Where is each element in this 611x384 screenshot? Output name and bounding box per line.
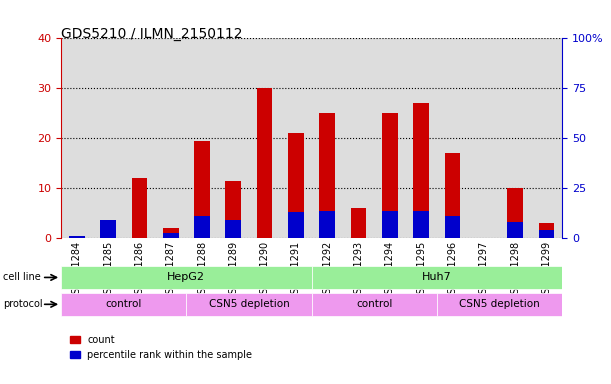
Bar — [100, 220, 116, 238]
Bar — [382, 113, 398, 238]
Bar — [320, 211, 335, 238]
Bar — [69, 236, 84, 238]
Text: control: control — [356, 299, 392, 310]
Bar — [225, 180, 241, 238]
Bar — [414, 211, 429, 238]
Bar — [257, 88, 273, 238]
Bar — [194, 216, 210, 238]
Bar — [131, 178, 147, 238]
Text: Huh7: Huh7 — [422, 272, 452, 283]
Bar — [163, 228, 178, 238]
FancyBboxPatch shape — [61, 266, 312, 289]
Text: protocol: protocol — [3, 299, 43, 310]
Bar — [382, 211, 398, 238]
Text: HepG2: HepG2 — [167, 272, 205, 283]
FancyBboxPatch shape — [61, 293, 186, 316]
Bar — [69, 235, 84, 238]
Text: CSN5 depletion: CSN5 depletion — [208, 299, 290, 310]
Bar — [194, 141, 210, 238]
Bar — [507, 188, 523, 238]
FancyBboxPatch shape — [437, 293, 562, 316]
Text: GDS5210 / ILMN_2150112: GDS5210 / ILMN_2150112 — [61, 27, 243, 41]
Bar — [539, 230, 554, 238]
Bar — [288, 133, 304, 238]
Bar — [445, 153, 460, 238]
Bar — [414, 103, 429, 238]
FancyBboxPatch shape — [312, 266, 562, 289]
Bar — [445, 216, 460, 238]
Bar — [351, 208, 367, 238]
Bar — [225, 220, 241, 238]
Bar — [320, 113, 335, 238]
Bar — [507, 222, 523, 238]
Bar — [163, 233, 178, 238]
Text: CSN5 depletion: CSN5 depletion — [459, 299, 540, 310]
Text: cell line: cell line — [3, 272, 41, 283]
Bar — [539, 223, 554, 238]
Bar — [288, 212, 304, 238]
FancyBboxPatch shape — [312, 293, 437, 316]
Legend: count, percentile rank within the sample: count, percentile rank within the sample — [66, 331, 256, 364]
FancyBboxPatch shape — [186, 293, 312, 316]
Text: control: control — [106, 299, 142, 310]
